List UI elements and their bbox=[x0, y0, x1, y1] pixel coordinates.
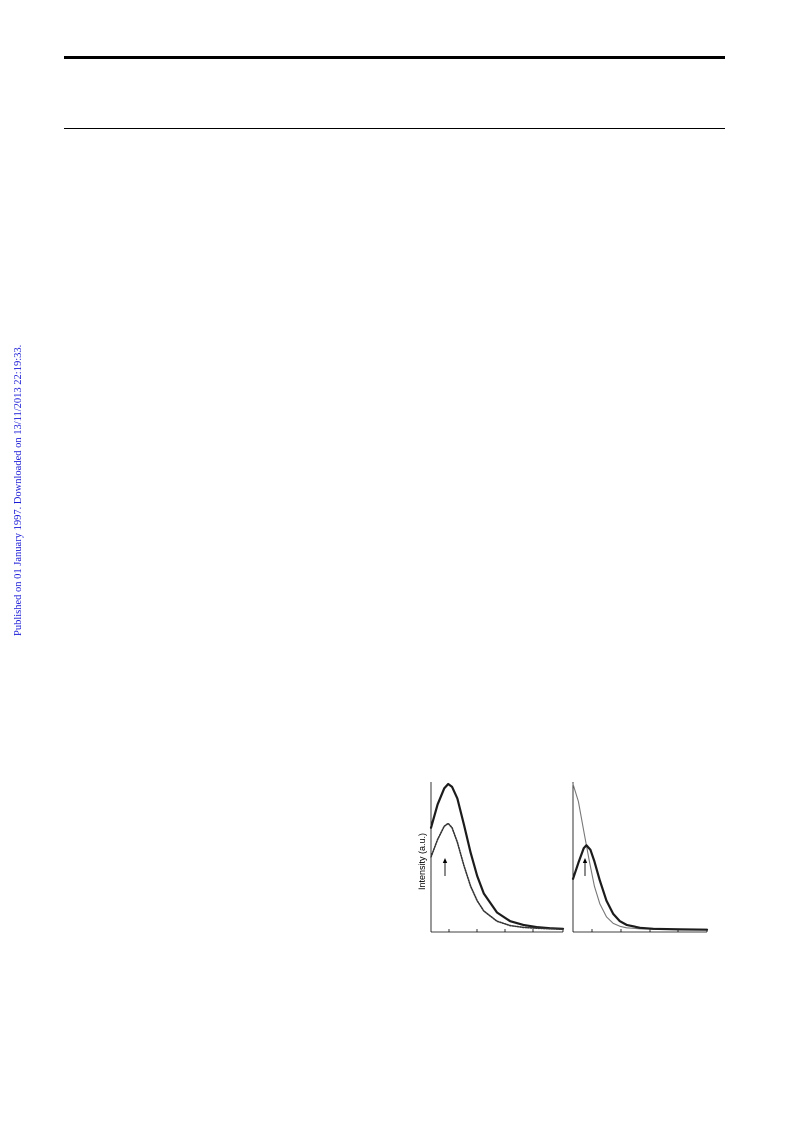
right-series-solid-bold-line bbox=[571, 844, 709, 931]
header-rule-thin bbox=[64, 128, 725, 129]
intensity-figure: Intensity (a.u.) bbox=[412, 774, 717, 940]
left-series-dotted-line bbox=[430, 822, 564, 931]
right-up-arrow-head-icon bbox=[582, 858, 588, 863]
intensity-figure-svg: Intensity (a.u.) bbox=[417, 782, 709, 933]
header-rule-thick bbox=[64, 56, 725, 59]
left-series-solid-bold-line bbox=[429, 782, 565, 930]
left-y-axis-label: Intensity (a.u.) bbox=[417, 833, 427, 890]
published-download-note[interactable]: Published on 01 January 1997. Downloaded… bbox=[13, 344, 24, 636]
left-up-arrow-head-icon bbox=[442, 858, 448, 863]
